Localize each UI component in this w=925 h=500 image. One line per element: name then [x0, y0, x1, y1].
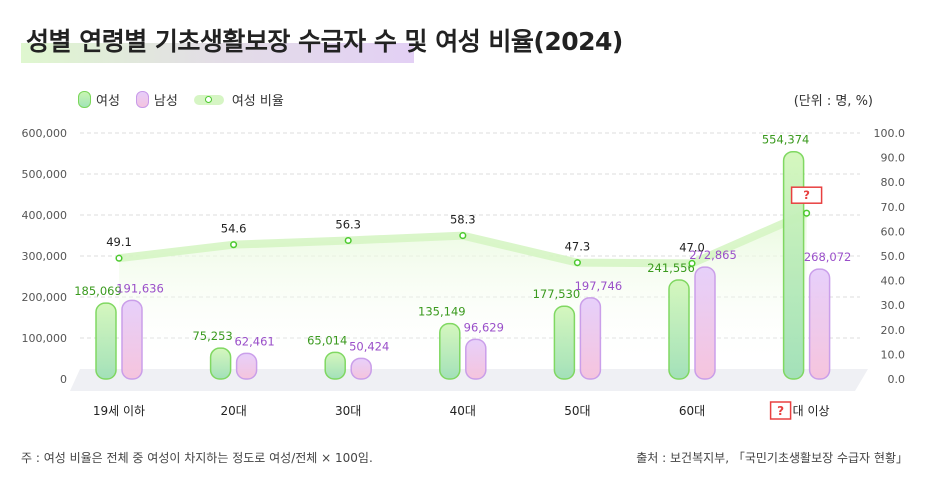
- y-right-tick-label: 0.0: [888, 373, 906, 386]
- male-value-label: 50,424: [349, 339, 389, 353]
- male-value-label: 197,746: [575, 279, 623, 293]
- x-tick-label: 40대: [450, 404, 476, 418]
- missing-value-box: [790, 186, 823, 204]
- x-tick-label: 30대: [335, 404, 361, 418]
- legend-male-label: 남성: [153, 94, 178, 109]
- source: 출처 : 보건복지부, 「국민기초생활보장 수급자 현황」: [636, 451, 908, 465]
- ratio-point: [573, 259, 581, 267]
- chart-title: 성별 연령별 기초생활보장 수급자 수 및 여성 비율(2024): [26, 27, 623, 56]
- x-tick-label: 20대: [220, 404, 246, 418]
- female-value-label: 75,253: [192, 329, 232, 343]
- ratio-area: [119, 213, 807, 369]
- female-value-label: 185,069: [74, 284, 122, 298]
- y-right-tick-label: 90.0: [881, 152, 906, 165]
- female-bar: [553, 305, 576, 380]
- female-bar: [209, 347, 232, 380]
- x-tick-label: 19세 이하: [93, 404, 145, 418]
- legend-ratio: 여성 비율: [193, 90, 284, 109]
- y-left-tick-label: 200,000: [22, 291, 68, 304]
- female-value-label: 65,014: [307, 333, 347, 347]
- x-tick-label: 60대: [679, 404, 705, 418]
- ratio-value-label: 54.6: [221, 222, 247, 236]
- male-value-label: 272,865: [689, 248, 737, 262]
- ratio-point: [230, 241, 238, 249]
- y-right-tick-label: 70.0: [881, 201, 906, 214]
- male-bar: [579, 297, 602, 380]
- female-bar: [439, 322, 461, 380]
- y-right-tick-label: 80.0: [881, 176, 906, 189]
- ratio-point: [688, 259, 696, 267]
- male-swatch-icon: [135, 91, 149, 108]
- y-left-tick-label: 100,000: [22, 332, 68, 345]
- female-bar: [668, 279, 690, 380]
- ratio-line-swatch-icon: [193, 94, 224, 105]
- legend-female-label: 여성: [96, 94, 120, 109]
- male-value-label: 62,461: [234, 334, 274, 348]
- male-value-label: 268,072: [804, 250, 852, 264]
- male-bar: [121, 299, 143, 380]
- female-swatch-icon: [78, 91, 91, 108]
- y-right-tick-label: 30.0: [881, 299, 906, 312]
- y-right-tick-label: 50.0: [881, 250, 906, 263]
- ratio-value-label: 47.3: [565, 240, 591, 254]
- y-right-tick-label: 40.0: [881, 275, 906, 288]
- legend: 여성 남성 여성 비율: [78, 90, 300, 109]
- y-right-tick-label: 100.0: [874, 127, 906, 140]
- footnote: 주 : 여성 비율은 전체 중 여성이 차지하는 정도로 여성/전체 × 100…: [21, 451, 373, 465]
- title-highlight: [21, 43, 414, 63]
- ratio-point: [459, 232, 467, 240]
- ratio-value-label: ?: [803, 188, 810, 202]
- male-value-label: 191,636: [116, 281, 164, 295]
- legend-male: 남성: [135, 90, 178, 109]
- ratio-value-label: 58.3: [450, 213, 476, 227]
- female-bar: [782, 150, 805, 380]
- female-value-label: 177,530: [533, 287, 581, 301]
- y-right-tick-label: 10.0: [881, 348, 906, 361]
- ratio-point: [115, 254, 123, 262]
- female-value-label: 135,149: [418, 305, 466, 319]
- female-bar: [324, 351, 346, 380]
- legend-ratio-label: 여성 비율: [231, 94, 284, 109]
- y-left-tick-label: 500,000: [22, 168, 68, 181]
- x-tick-label: 대 이상: [793, 404, 830, 418]
- male-bar: [694, 266, 716, 380]
- missing-category-box: [769, 401, 792, 420]
- y-left-tick-label: 300,000: [22, 250, 68, 263]
- x-tick-label: 50대: [564, 404, 590, 418]
- y-left-tick-label: 0: [60, 373, 67, 386]
- ratio-value-label: 56.3: [335, 218, 361, 232]
- y-left-tick-label: 400,000: [22, 209, 68, 222]
- y-right-tick-label: 60.0: [881, 225, 906, 238]
- x-tick-label-missing: ?: [777, 404, 784, 418]
- chart-floor: [70, 369, 868, 391]
- y-right-tick-label: 20.0: [881, 324, 906, 337]
- male-bar: [235, 352, 258, 380]
- male-value-label: 96,629: [464, 320, 504, 334]
- male-bar: [350, 357, 372, 380]
- ratio-point: [803, 209, 811, 217]
- male-bar: [465, 338, 487, 380]
- ratio-point: [344, 236, 352, 245]
- female-value-label: 554,374: [762, 133, 810, 147]
- ratio-value-label: 49.1: [106, 235, 132, 249]
- unit-label: (단위 : 명, %): [793, 94, 873, 109]
- y-left-tick-label: 600,000: [22, 127, 68, 140]
- female-bar: [95, 302, 117, 380]
- ratio-value-label: 47.0: [679, 240, 705, 254]
- legend-female: 여성: [78, 90, 120, 109]
- male-bar: [808, 268, 831, 380]
- female-value-label: 241,556: [647, 261, 695, 275]
